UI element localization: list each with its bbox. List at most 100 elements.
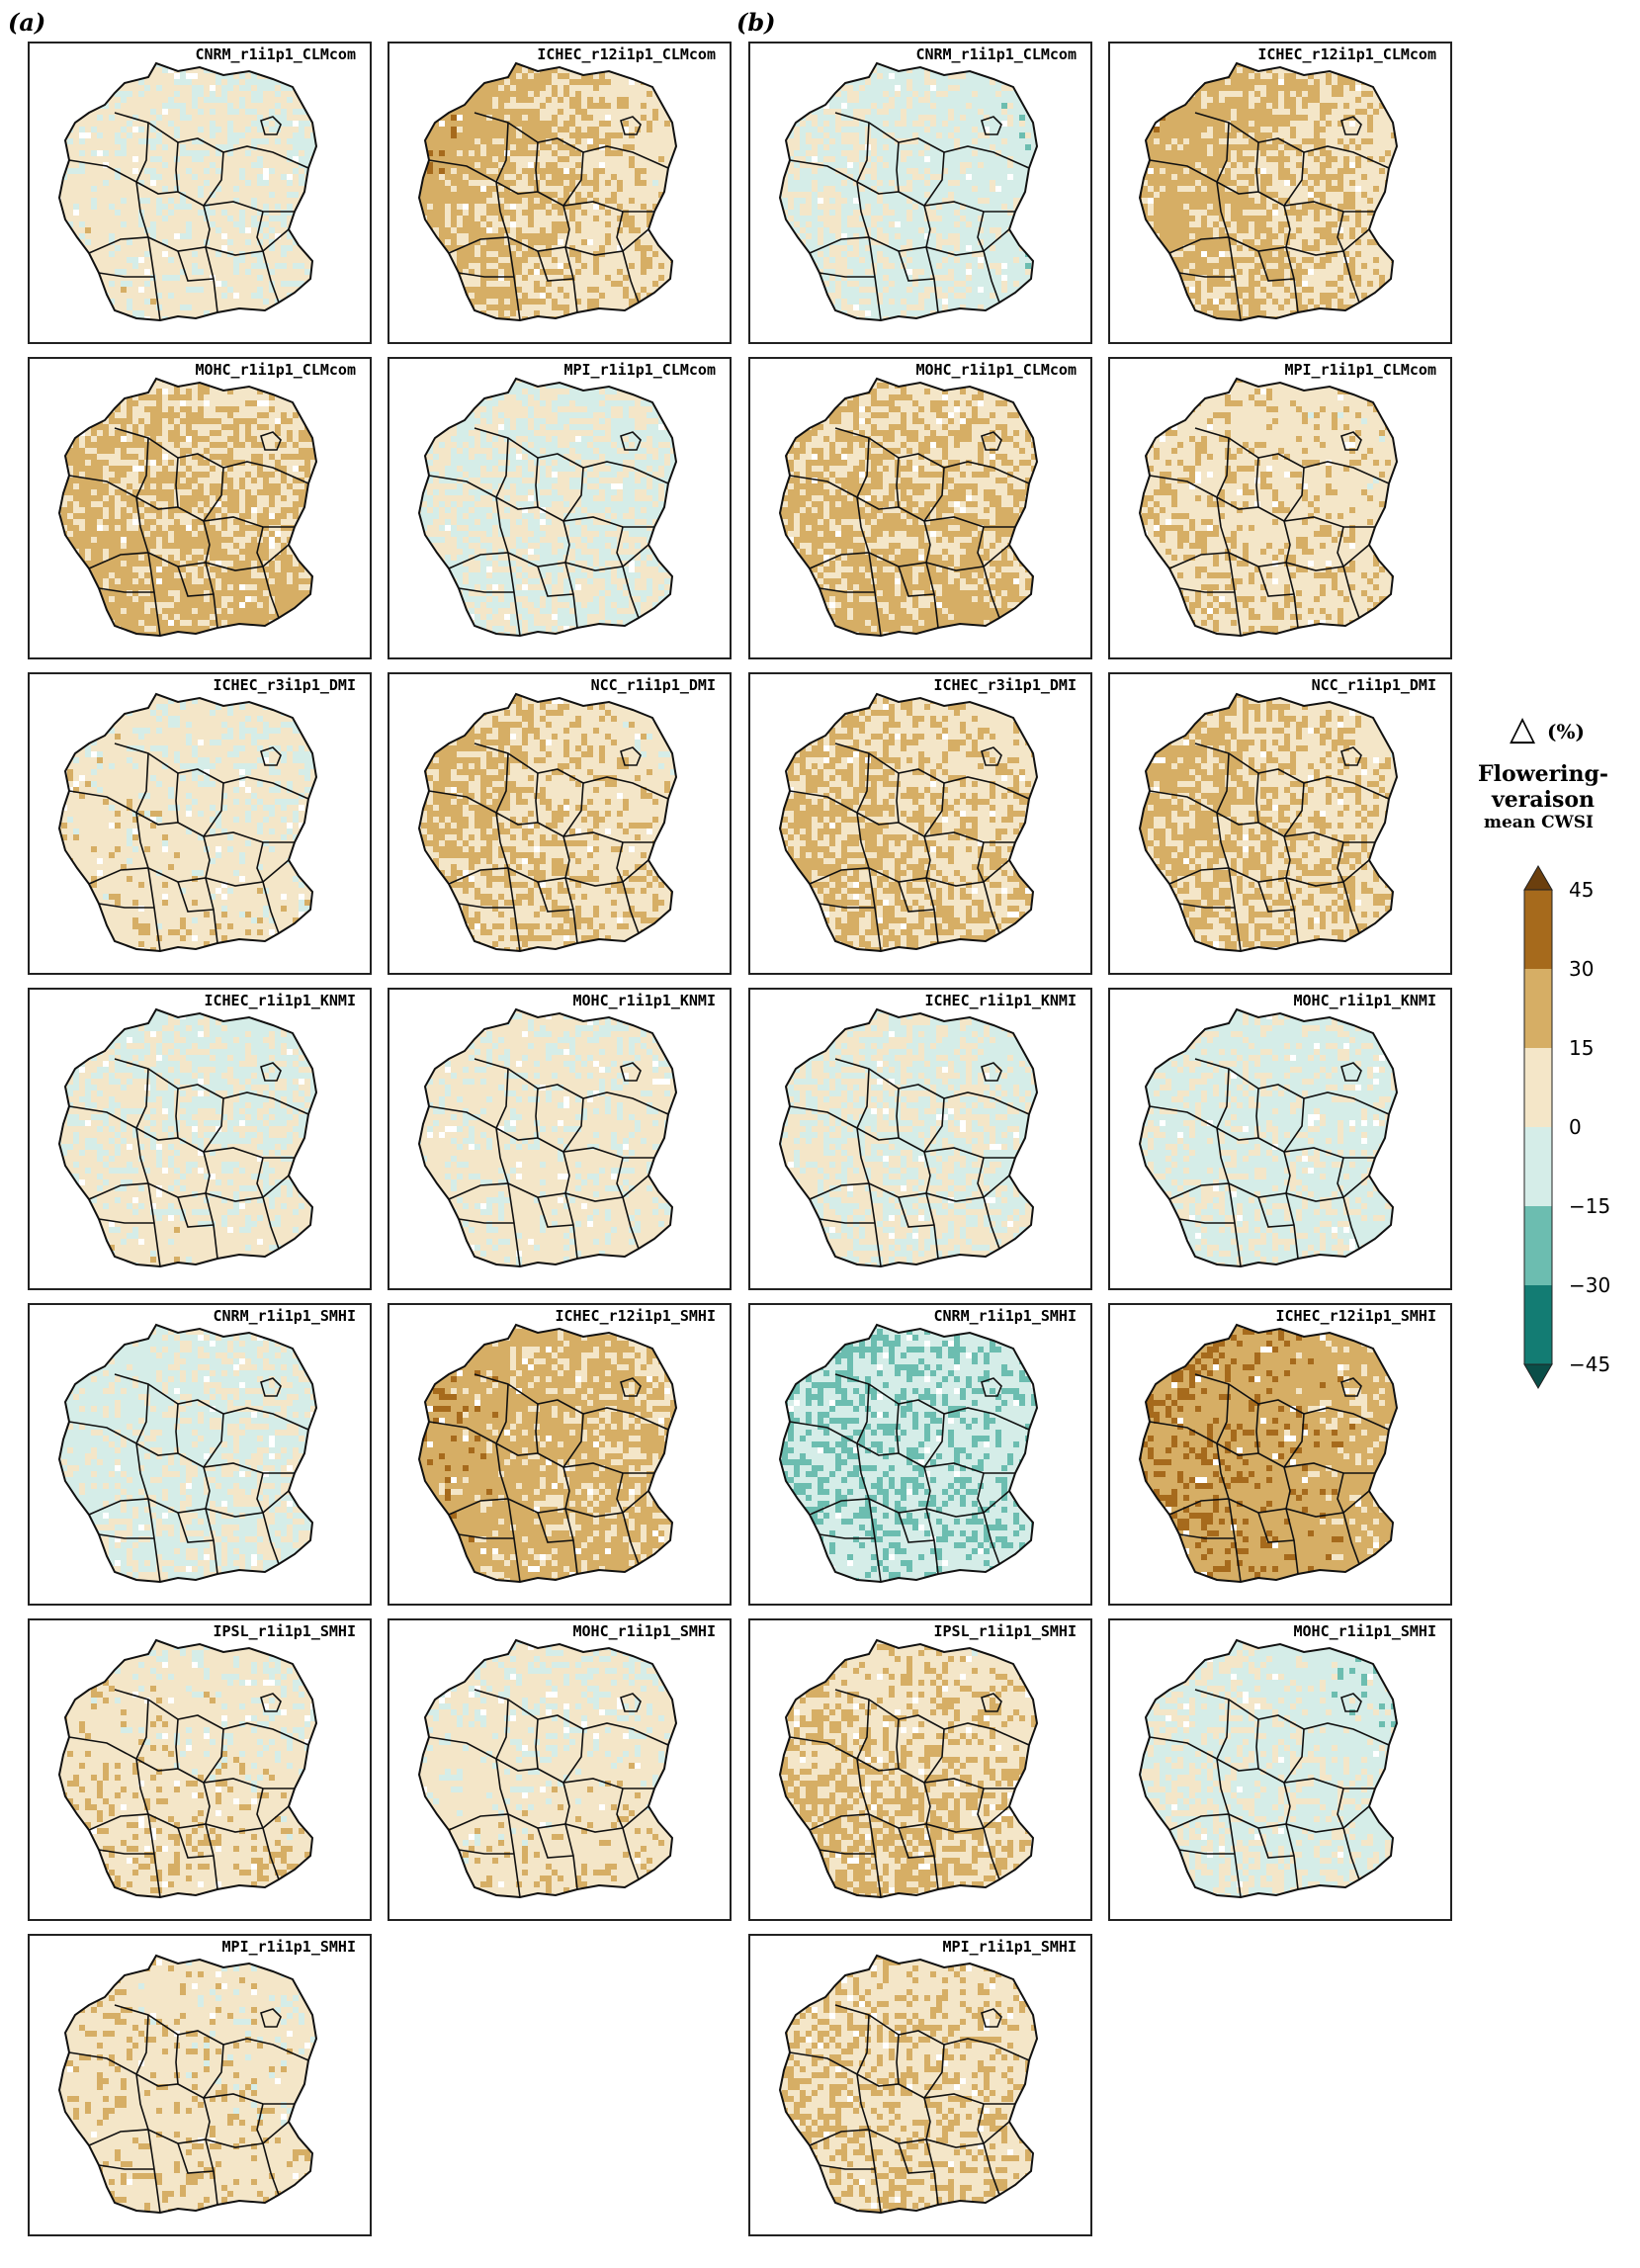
country-border (417, 1323, 678, 1584)
map-panel: NCC_r1i1p1_DMI (1108, 672, 1452, 975)
map-title: MPI_r1i1p1_CLMcom (563, 361, 716, 379)
panel-label-b: (b) (736, 8, 776, 37)
germany-map (1138, 61, 1399, 322)
state-border (809, 1175, 1010, 1202)
colorbar-legend: △ (%) Flowering- veraison mean CWSI 45 30… (1468, 712, 1636, 1424)
map-title: ICHEC_r12i1p1_SMHI (555, 1307, 716, 1325)
state-border (1257, 1196, 1295, 1228)
state-border (175, 1088, 179, 1139)
country-border (778, 1638, 1039, 1899)
colorbar (1523, 865, 1553, 1389)
country-border (778, 1954, 1039, 2215)
state-border (256, 211, 280, 304)
colorbar-tick-label: 0 (1569, 1115, 1582, 1139)
country-border (417, 1638, 678, 1899)
state-border (537, 1827, 574, 1859)
state-border (535, 141, 539, 193)
colorbar-tick-label: −15 (1569, 1194, 1610, 1218)
state-border (448, 1490, 649, 1518)
state-border (1340, 746, 1362, 766)
map-field (419, 379, 676, 636)
colorbar-bin (1524, 1048, 1552, 1127)
germany-map (778, 1323, 1039, 1584)
state-border (809, 228, 1010, 256)
map-panel: ICHEC_r3i1p1_DMI (748, 672, 1092, 975)
germany-map (1138, 1638, 1399, 1899)
map-title: CNRM_r1i1p1_SMHI (934, 1307, 1078, 1325)
state-border (898, 1512, 935, 1543)
state-border (177, 1512, 215, 1543)
colorbar-tick-label: −45 (1569, 1352, 1610, 1376)
state-border (535, 1403, 539, 1454)
state-border (1168, 859, 1370, 887)
germany-map (1138, 1323, 1399, 1584)
state-border (616, 211, 640, 304)
map-panel: CNRM_r1i1p1_SMHI (748, 1303, 1092, 1606)
panel-label-a: (a) (8, 8, 45, 37)
state-border (981, 2008, 1002, 2028)
state-border (898, 566, 935, 597)
state-border (474, 427, 669, 484)
state-border (1337, 526, 1360, 619)
map-title: CNRM_r1i1p1_CLMcom (915, 45, 1077, 63)
state-border (896, 1403, 900, 1454)
map-title: NCC_r1i1p1_DMI (591, 676, 716, 694)
map-title: MOHC_r1i1p1_KNMI (1294, 992, 1437, 1009)
map-panel: MOHC_r1i1p1_KNMI (388, 988, 732, 1290)
state-border (98, 1533, 154, 1539)
germany-map (778, 61, 1039, 322)
country-border (57, 1638, 318, 1899)
state-border (458, 272, 514, 278)
map-title: ICHEC_r3i1p1_DMI (934, 676, 1078, 694)
germany-map (417, 1638, 678, 1899)
country-border (1138, 61, 1399, 322)
state-border (809, 2121, 1010, 2148)
map-title: CNRM_r1i1p1_CLMcom (195, 45, 356, 63)
germany-map (57, 377, 318, 638)
map-title: ICHEC_r12i1p1_CLMcom (1257, 45, 1436, 63)
state-border (1337, 841, 1360, 934)
state-border (620, 1062, 642, 1082)
state-border (620, 1693, 642, 1712)
state-border (256, 1472, 280, 1565)
map-title: MPI_r1i1p1_SMHI (222, 1938, 356, 1956)
map-field (419, 1009, 676, 1266)
legend-title-line2: veraison (1492, 787, 1595, 813)
state-border (474, 1058, 669, 1115)
germany-map (57, 61, 318, 322)
state-border (98, 587, 154, 593)
map-title: MOHC_r1i1p1_KNMI (573, 992, 717, 1009)
state-border (981, 1693, 1002, 1712)
state-border (474, 1689, 669, 1746)
map-panel: ICHEC_r3i1p1_DMI (28, 672, 372, 975)
state-border (260, 1693, 282, 1712)
state-border (1168, 1175, 1370, 1202)
state-border (537, 250, 574, 282)
state-border (977, 1472, 1000, 1565)
country-border (57, 1007, 318, 1268)
state-border (834, 1058, 1030, 1115)
state-border (616, 1157, 640, 1250)
map-panel: MPI_r1i1p1_CLMcom (1108, 357, 1452, 659)
state-border (177, 566, 215, 597)
state-border (175, 1718, 179, 1770)
state-border (616, 1472, 640, 1565)
state-border (1168, 1490, 1370, 1518)
state-border (981, 746, 1002, 766)
germany-map (57, 1954, 318, 2215)
country-border (57, 377, 318, 638)
map-panel: NCC_r1i1p1_DMI (388, 672, 732, 975)
state-border (834, 742, 1030, 800)
map-field (780, 63, 1037, 320)
state-border (260, 2008, 282, 2028)
map-panel: ICHEC_r12i1p1_SMHI (388, 1303, 732, 1606)
map-title: ICHEC_r12i1p1_CLMcom (537, 45, 716, 63)
state-border (256, 2103, 280, 2196)
state-border (896, 1088, 900, 1139)
state-border (977, 2103, 1000, 2196)
country-border (1138, 1638, 1399, 1899)
state-border (1255, 772, 1259, 824)
state-border (834, 427, 1030, 484)
map-title: MPI_r1i1p1_SMHI (943, 1938, 1077, 1956)
map-panel: IPSL_r1i1p1_SMHI (748, 1618, 1092, 1921)
